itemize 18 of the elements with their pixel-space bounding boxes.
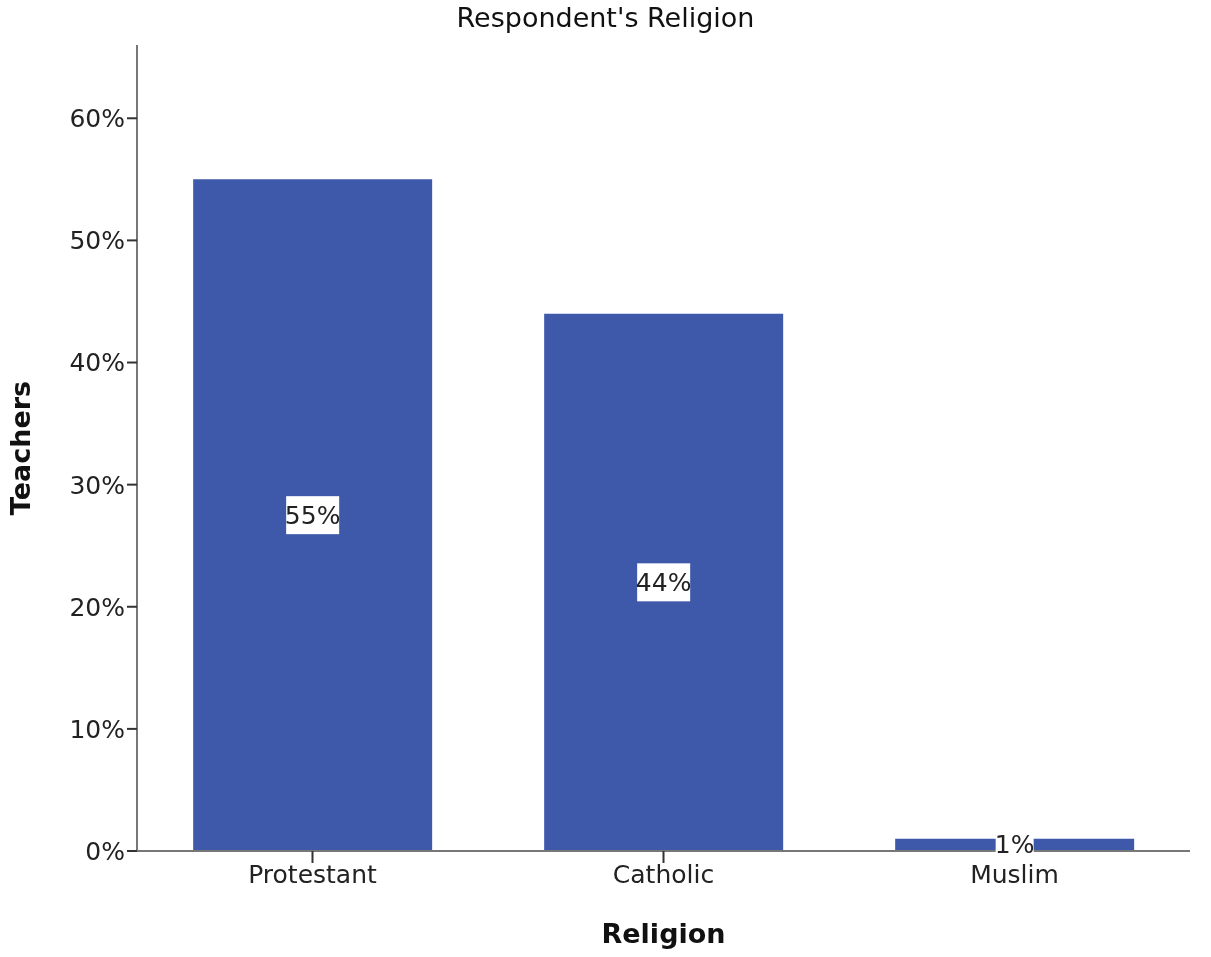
y-tick-label: 20%: [69, 592, 125, 622]
data-label: 55%: [284, 500, 341, 530]
bar: [544, 313, 784, 851]
y-tick-label: 60%: [69, 104, 125, 134]
x-tick-label: Protestant: [248, 859, 378, 889]
x-tick-label: Muslim: [970, 859, 1059, 889]
bar: [193, 179, 433, 851]
data-label: 44%: [635, 567, 692, 597]
y-tick-label: 50%: [69, 226, 125, 256]
y-tick-label: 0%: [85, 836, 125, 866]
x-tick-label: Catholic: [612, 859, 715, 889]
y-tick-label: 10%: [69, 714, 125, 744]
y-tick-label: 30%: [69, 470, 125, 500]
y-axis-title: Teachers: [4, 380, 36, 516]
data-label: 1%: [994, 830, 1035, 860]
y-tick-label: 40%: [69, 348, 125, 378]
x-axis-title: Religion: [600, 918, 727, 949]
chart-title: Respondent's Religion: [455, 2, 756, 33]
